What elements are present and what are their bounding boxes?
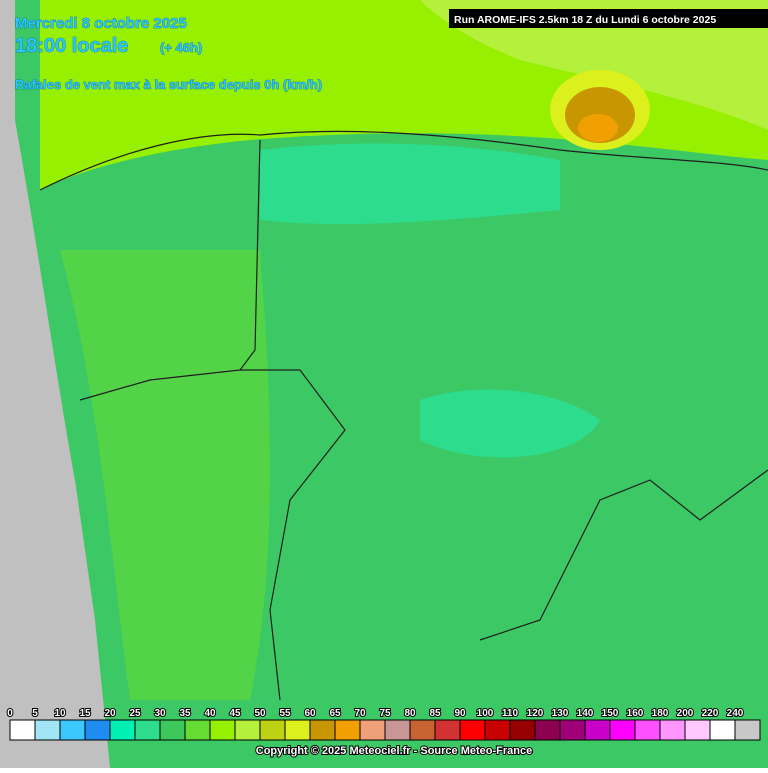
legend-label: 80: [404, 708, 416, 719]
legend-label: 55: [279, 708, 291, 719]
legend-label: 50: [254, 708, 266, 719]
parameter: Rafales de vent max à la surface depuis …: [15, 77, 322, 92]
legend-swatch: [534, 719, 561, 741]
sea-gray: [0, 0, 110, 768]
legend-label: 75: [379, 708, 391, 719]
legend-swatch: [184, 719, 211, 741]
legend-label: 15: [79, 708, 91, 719]
legend-swatch: [684, 719, 711, 741]
legend-swatch: [109, 719, 136, 741]
legend-label: 65: [329, 708, 341, 719]
inland-zone: [420, 389, 600, 458]
legend-label: 100: [477, 708, 494, 719]
boundaries: [39, 130, 768, 701]
legend-label: 140: [577, 708, 594, 719]
legend-swatch: [509, 719, 536, 741]
legend-label: 120: [527, 708, 544, 719]
gust-area: [578, 114, 618, 142]
legend-swatch: [234, 719, 261, 741]
run-box: [449, 9, 768, 28]
coastal-zone: [260, 143, 560, 225]
legend-label: 70: [354, 708, 366, 719]
legend-label: 85: [429, 708, 441, 719]
date: Mercredi 8 octobre 2025: [15, 15, 187, 32]
legend-label: 200: [677, 708, 694, 719]
legend-label: 25: [129, 708, 141, 719]
legend-swatch: [434, 719, 461, 741]
legend-swatch: [259, 719, 286, 741]
legend: 0 5 10 15 20 25 30 35 40 45 50 55 60 65 70 75 80 85 90 100 1…: [6, 707, 761, 741]
legend-swatch: [584, 719, 611, 741]
legend-swatch: [609, 719, 636, 741]
legend-swatch: [84, 719, 111, 741]
legend-swatch: [384, 719, 411, 741]
legend-swatch: [134, 719, 161, 741]
legend-label: 150: [602, 708, 619, 719]
legend-label: 60: [304, 708, 316, 719]
legend-label: 20: [104, 708, 116, 719]
legend-label: 5: [32, 708, 38, 719]
legend-label: 35: [179, 708, 191, 719]
legend-swatch: [34, 719, 61, 741]
legend-swatch: [9, 719, 36, 741]
time: 18:00 locale: [15, 35, 128, 57]
legend-label: 90: [454, 708, 466, 719]
legend-swatch: [159, 719, 186, 741]
legend-label: 45: [229, 708, 241, 719]
lead-time: (+ 46h): [160, 40, 202, 55]
legend-label: 180: [652, 708, 669, 719]
run-info: Run AROME-IFS 2.5km 18 Z du Lundi 6 octo…: [454, 14, 716, 26]
legend-label: 160: [627, 708, 644, 719]
legend-label: 220: [702, 708, 719, 719]
legend-swatch: [659, 719, 686, 741]
legend-label: 0: [7, 708, 13, 719]
legend-swatch: [484, 719, 511, 741]
legend-label: 30: [154, 708, 166, 719]
inland-zone: [60, 250, 270, 700]
legend-label: 10: [54, 708, 66, 719]
strong-wind-zone: [420, 0, 768, 130]
legend-label: 240: [727, 708, 744, 719]
legend-swatch: [59, 719, 86, 741]
legend-swatch: [409, 719, 436, 741]
legend-label: 110: [502, 708, 519, 719]
legend-swatch: [709, 719, 736, 741]
legend-swatch: [459, 719, 486, 741]
legend-swatch: [334, 719, 361, 741]
legend-swatch: [309, 719, 336, 741]
legend-swatch: [559, 719, 586, 741]
legend-swatch: [734, 719, 761, 741]
legend-swatch: [284, 719, 311, 741]
legend-swatch: [634, 719, 661, 741]
legend-label: 40: [204, 708, 216, 719]
legend-swatch: [359, 719, 386, 741]
legend-label: 130: [552, 708, 569, 719]
copyright: Copyright © 2025 Meteociel.fr - Source M…: [256, 745, 532, 757]
legend-swatch: [209, 719, 236, 741]
